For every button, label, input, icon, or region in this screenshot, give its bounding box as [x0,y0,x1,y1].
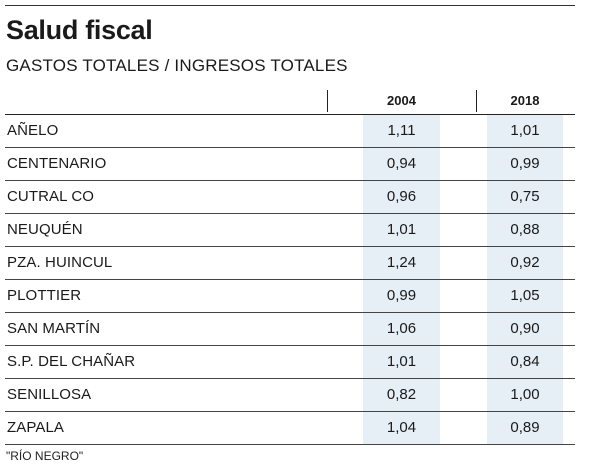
page-title: Salud fiscal [6,15,153,45]
value-2018: 1,01 [487,115,563,147]
column-header-2018: 2018 [510,93,540,108]
value-2018: 1,00 [487,379,563,411]
data-table: 2004 2018 AÑELO 1,11 1,01 CENTENARIO 0,9… [5,88,575,445]
municipality-name: NEUQUÉN [7,221,83,238]
value-2018: 0,92 [487,247,563,279]
value-2018: 0,99 [487,148,563,180]
value-2018: 0,90 [487,313,563,345]
table-row: AÑELO 1,11 1,01 [5,115,575,148]
value-2004: 1,01 [363,214,440,246]
top-rule [5,5,575,6]
value-2004: 0,96 [363,181,440,213]
table-row: SENILLOSA 0,82 1,00 [5,379,575,412]
value-2018: 0,89 [487,412,563,444]
table-row: ZAPALA 1,04 0,89 [5,412,575,445]
column-header-2004: 2004 [387,93,416,108]
table-row: S.P. DEL CHAÑAR 1,01 0,84 [5,346,575,379]
table-row: CENTENARIO 0,94 0,99 [5,148,575,181]
page-subtitle: GASTOS TOTALES / INGRESOS TOTALES [6,56,348,75]
table-row: CUTRAL CO 0,96 0,75 [5,181,575,214]
header-divider [476,90,477,112]
municipality-name: PLOTTIER [7,287,82,304]
value-2018: 0,88 [487,214,563,246]
municipality-name: AÑELO [7,122,59,139]
value-2004: 1,24 [363,247,440,279]
value-2004: 1,04 [363,412,440,444]
table-header: 2004 2018 [5,88,575,115]
value-2004: 1,01 [363,346,440,378]
source-credit: "RÍO NEGRO" [6,449,84,463]
value-2004: 0,82 [363,379,440,411]
municipality-name: SENILLOSA [7,386,92,403]
value-2018: 0,84 [487,346,563,378]
value-2004: 0,94 [363,148,440,180]
municipality-name: PZA. HUINCUL [7,254,113,271]
table-row: PLOTTIER 0,99 1,05 [5,280,575,313]
table-row: PZA. HUINCUL 1,24 0,92 [5,247,575,280]
value-2018: 1,05 [487,280,563,312]
value-2004: 0,99 [363,280,440,312]
municipality-name: CUTRAL CO [7,188,95,205]
header-divider [327,90,328,112]
municipality-name: S.P. DEL CHAÑAR [7,353,136,370]
municipality-name: SAN MARTÍN [7,320,101,337]
value-2018: 0,75 [487,181,563,213]
municipality-name: CENTENARIO [7,155,107,172]
table-row: NEUQUÉN 1,01 0,88 [5,214,575,247]
municipality-name: ZAPALA [7,419,65,436]
value-2004: 1,06 [363,313,440,345]
value-2004: 1,11 [363,115,440,147]
table-row: SAN MARTÍN 1,06 0,90 [5,313,575,346]
